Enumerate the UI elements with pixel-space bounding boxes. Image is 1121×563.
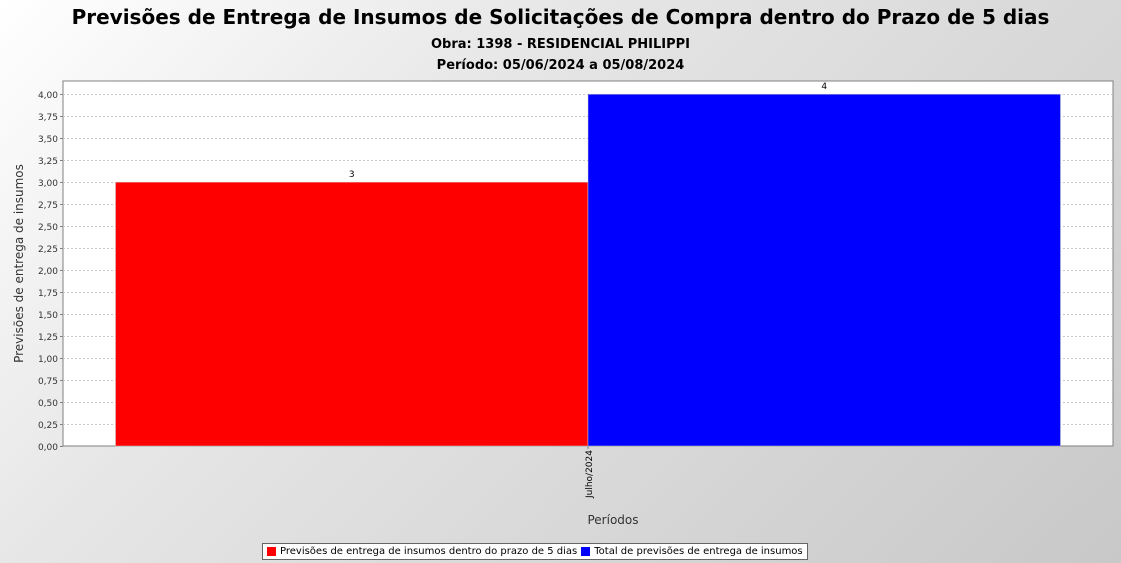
legend-swatch-red [267, 547, 276, 556]
bar-dentro-prazo [115, 181, 589, 447]
y-tick-label: 4,00 [38, 91, 58, 101]
x-axis-label: Períodos [587, 513, 638, 527]
y-tick-label: 0,50 [38, 399, 58, 409]
bar-total [587, 93, 1061, 447]
chart-subtitle-periodo: Período: 05/06/2024 a 05/08/2024 [436, 58, 685, 73]
y-axis-label: Previsões de entrega de insumos [12, 164, 26, 363]
bar-data-label: 4 [821, 82, 827, 92]
legend-label-total: Total de previsões de entrega de insumos [594, 546, 803, 557]
legend-item-dentro-prazo: Previsões de entrega de insumos dentro d… [267, 546, 577, 557]
chart-title: Previsões de Entrega de Insumos de Solic… [71, 5, 1050, 29]
y-tick-label: 3,25 [38, 157, 58, 167]
y-tick-label: 1,50 [38, 311, 58, 321]
legend-item-total: Total de previsões de entrega de insumos [581, 546, 803, 557]
legend-label-dentro-prazo: Previsões de entrega de insumos dentro d… [280, 546, 578, 557]
chart-subtitle-obra: Obra: 1398 - RESIDENCIAL PHILIPPI [430, 37, 691, 52]
y-tick-label: 1,25 [38, 333, 58, 343]
legend-swatch-blue [581, 547, 591, 556]
y-tick-label: 2,50 [38, 223, 58, 233]
bar-data-label: 3 [349, 170, 355, 180]
y-tick-label: 3,50 [38, 135, 58, 145]
y-tick-label: 1,75 [38, 289, 58, 299]
y-tick-label: 2,00 [38, 267, 58, 277]
x-tick-label: Julho/2024 [585, 450, 595, 499]
y-tick-label: 0,00 [38, 443, 58, 453]
y-tick-label: 3,00 [38, 179, 58, 189]
y-tick-label: 0,25 [38, 421, 58, 431]
y-tick-label: 2,75 [38, 201, 58, 211]
y-tick-label: 1,00 [38, 355, 58, 365]
y-tick-label: 3,75 [38, 113, 58, 123]
y-tick-label: 2,25 [38, 245, 58, 255]
y-tick-label: 0,75 [38, 377, 58, 387]
chart-legend: Previsões de entrega de insumos dentro d… [262, 543, 808, 560]
